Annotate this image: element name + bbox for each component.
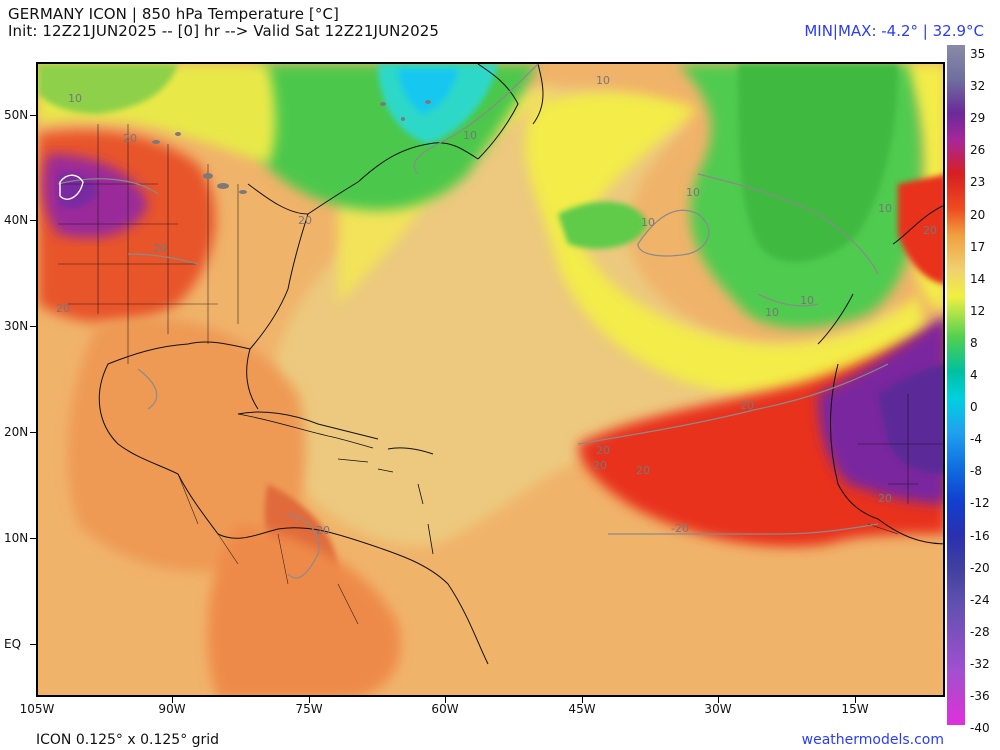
colorbar-label: 32 [970,79,986,94]
contour-label: 10 [463,129,477,142]
colorbar-label: 0 [970,400,978,415]
lat-label: 40N [4,213,29,227]
lat-label: 50N [4,108,29,122]
contour-label: 10 [800,294,814,307]
colorbar-label: 4 [970,368,978,382]
contour-label: 20 [123,132,137,145]
contour-label: 20 [878,492,892,505]
lon-tick [582,697,583,703]
contour-label: 10 [68,92,82,105]
lat-tick [30,115,36,116]
lon-label: 15W [841,702,869,716]
contour-label: 20 [56,302,70,315]
lat-tick [30,432,36,433]
colorbar-label: -4 [970,432,982,447]
contour-label: 20 [593,459,607,472]
contour-label: 10 [765,306,779,319]
colorbar-label: -24 [970,592,990,607]
map-title: GERMANY ICON | 850 hPa Temperature [°C] [8,5,339,23]
contour-labels: 10 10 10 10 10 10 10 10 20 20 20 20 20 2… [56,74,937,537]
lon-label: 60W [431,702,459,716]
lon-label: 90W [158,702,186,716]
lon-label: 45W [568,702,596,716]
colorbar-label: 26 [970,143,986,158]
min-max-readout: MIN|MAX: -4.2° | 32.9°C [804,22,984,40]
contour-label: 20 [740,399,754,412]
contour-label: 20 [636,464,650,477]
colorbar [947,45,965,725]
colorbar-label: -16 [970,528,990,543]
lat-tick [30,326,36,327]
contour-label: 10 [878,202,892,215]
colorbar-label: -36 [970,689,990,703]
contour-label: 10 [641,216,655,229]
lon-tick [445,697,446,703]
grid-info: ICON 0.125° x 0.125° grid [36,732,220,748]
colorbar-label: 20 [970,207,986,222]
colorbar-label: 12 [970,303,986,318]
lat-label: EQ [4,637,22,651]
lon-tick [172,697,173,703]
lat-label: 30N [4,319,29,333]
lon-tick [718,697,719,703]
colorbar-label: 29 [970,111,986,126]
colorbar-label: -40 [970,721,990,736]
colorbar-label: 17 [970,239,986,254]
lon-label: 75W [295,702,323,716]
init-valid-time: Init: 12Z21JUN2025 -- [0] hr --> Valid S… [8,22,440,40]
contour-label: 20 [923,224,937,237]
contour-label: 20 [153,242,167,255]
colorbar-label: 23 [970,175,986,190]
contour-label: 10 [596,74,610,87]
site-link[interactable]: weathermodels.com [801,732,944,748]
contour-label: 20 [596,444,610,457]
lat-label: 20N [4,425,29,439]
colorbar-label: -32 [970,656,990,671]
temperature-map[interactable]: 10 10 10 10 10 10 10 10 20 20 20 20 20 2… [36,62,945,697]
colorbar-label: 35 [970,47,986,61]
lat-tick [30,220,36,221]
lon-label: 105W [19,702,55,716]
contour-label: 20 [316,524,330,537]
contour-label: 20 [298,214,312,227]
contour-label: -20 [671,522,689,535]
colorbar-label: -28 [970,624,990,639]
lat-tick [30,538,36,539]
contour-label: 10 [686,186,700,199]
lon-tick [309,697,310,703]
colorbar-label: 8 [970,335,978,350]
colorbar-label: -20 [970,560,990,575]
lat-tick [30,644,36,645]
colorbar-label: 14 [970,271,986,286]
lon-tick [855,697,856,703]
colorbar-label: -8 [970,464,982,479]
lat-label: 10N [4,531,29,545]
lon-label: 30W [704,702,732,716]
map-field: 10 10 10 10 10 10 10 10 20 20 20 20 20 2… [38,64,943,695]
colorbar-label: -12 [970,496,990,511]
